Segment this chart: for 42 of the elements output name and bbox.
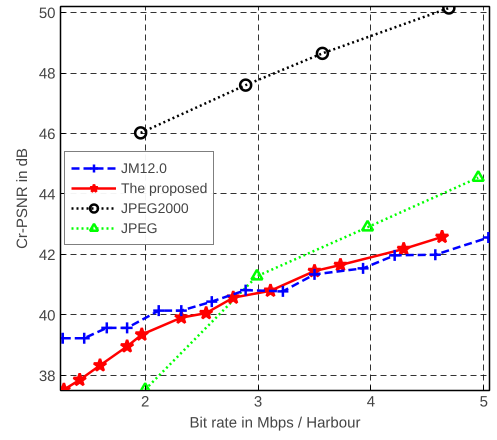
- y-tick-label: 48: [38, 66, 56, 83]
- y-tick-label: 50: [38, 5, 56, 22]
- x-axis-title: Bit rate in Mbps / Harbour: [190, 414, 360, 432]
- point: [134, 326, 150, 342]
- legend-label: JPEG: [121, 220, 158, 236]
- legend-label: JPEG2000: [121, 200, 189, 216]
- point: [276, 284, 290, 298]
- point: [198, 305, 214, 320]
- legend-label: JM12.0: [121, 160, 167, 176]
- point: [72, 372, 88, 386]
- point: [120, 321, 134, 335]
- point: [238, 283, 252, 297]
- point: [434, 229, 450, 244]
- point: [316, 46, 330, 60]
- point: [360, 220, 374, 232]
- point: [174, 304, 188, 318]
- point: [356, 262, 370, 276]
- point: [308, 268, 322, 282]
- y-axis-title: Cr-PSNR in dB: [14, 148, 31, 249]
- point: [396, 241, 412, 256]
- point: [134, 126, 148, 140]
- y-tick-label: 38: [38, 368, 56, 385]
- point: [471, 170, 485, 182]
- point: [333, 257, 348, 272]
- point: [92, 358, 108, 372]
- legend-label: The proposed: [121, 180, 208, 196]
- point: [152, 304, 166, 318]
- y-tick-label: 40: [38, 307, 56, 324]
- x-tick-label: 5: [480, 394, 488, 410]
- y-tick-label: 42: [38, 246, 56, 264]
- point: [238, 78, 252, 92]
- point: [120, 338, 135, 353]
- point: [250, 268, 264, 281]
- point: [388, 248, 402, 262]
- x-tick-label: 3: [254, 394, 262, 410]
- y-tick-label: 46: [38, 126, 56, 143]
- point: [205, 294, 219, 308]
- y-tick-label: 44: [38, 186, 56, 204]
- x-tick-label: 2: [141, 394, 150, 410]
- point: [428, 248, 442, 262]
- x-tick-label: 4: [366, 394, 376, 410]
- point: [100, 321, 114, 335]
